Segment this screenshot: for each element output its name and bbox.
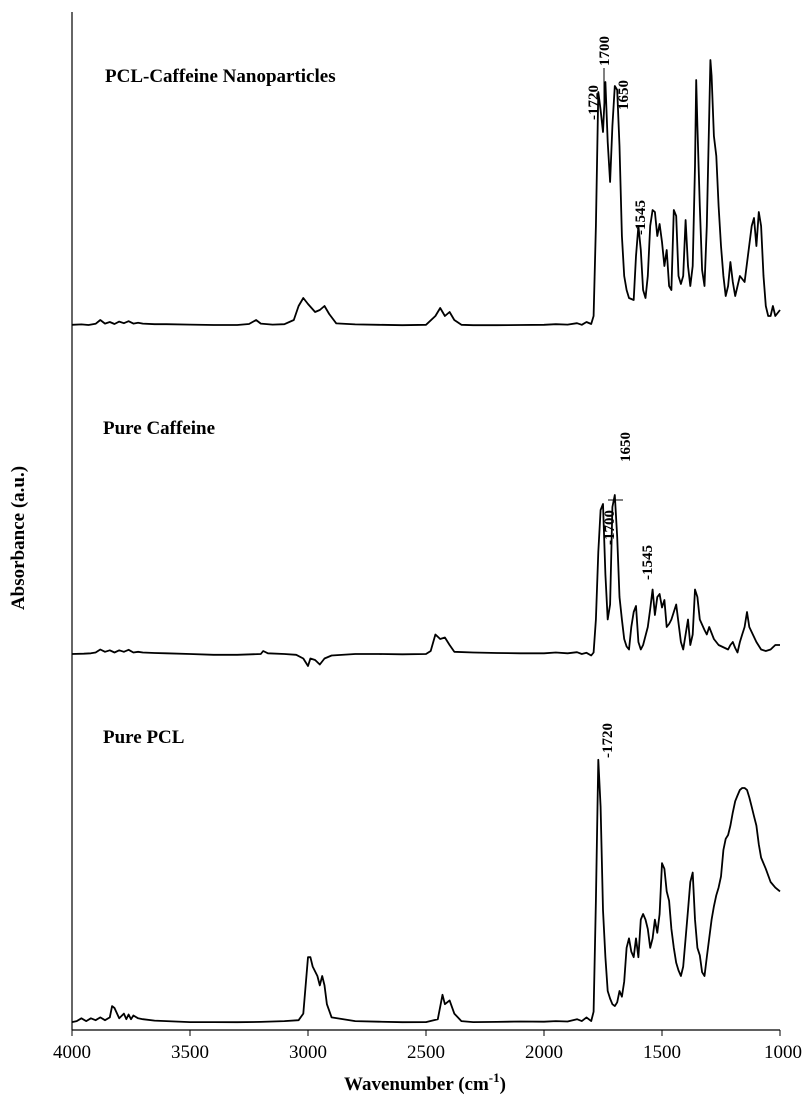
series-label-pure-caffeine: Pure Caffeine <box>103 418 215 439</box>
series-line-pure-pcl <box>71 758 781 1024</box>
peak-label-pcl-1720: -1720 <box>600 723 616 758</box>
peak-label-nano-1720: -1720 <box>586 85 602 120</box>
peak-label-nano-1650: 1650 <box>616 80 632 110</box>
x-tick-label-2000: 2000 <box>525 1042 563 1063</box>
x-tick-label-4000: 4000 <box>53 1042 91 1063</box>
x-tick-label-3000: 3000 <box>289 1042 327 1063</box>
peak-annotations: -1720 1700 1650 -1545 -1700 1650 -1545 -… <box>586 36 656 758</box>
x-axis-title-main: Wavenumber (cm <box>344 1074 489 1095</box>
peak-label-nano-1700: 1700 <box>597 36 613 66</box>
x-axis-title: Wavenumber (cm-1) <box>344 1070 506 1095</box>
x-axis-title-superscript: -1 <box>489 1070 500 1085</box>
x-tick-label-1000: 1000 <box>764 1042 802 1063</box>
series-line-pcl-caffeine-nanoparticles <box>71 59 781 327</box>
x-axis-ticks: 4000 3500 3000 2500 2000 1500 1000 <box>53 1030 802 1063</box>
x-tick-label-2500: 2500 <box>407 1042 445 1063</box>
x-tick-label-1500: 1500 <box>643 1042 681 1063</box>
peak-label-nano-1545: -1545 <box>633 200 649 235</box>
peak-label-caffeine-1700: -1700 <box>602 510 618 545</box>
series-label-pure-pcl: Pure PCL <box>103 727 184 748</box>
x-axis-title-end: ) <box>500 1074 506 1095</box>
series-line-pure-caffeine <box>71 494 780 667</box>
y-axis-title: Absorbance (a.u.) <box>8 466 29 610</box>
series-label-pcl-caffeine-nanoparticles: PCL-Caffeine Nanoparticles <box>105 66 336 87</box>
x-tick-label-3500: 3500 <box>171 1042 209 1063</box>
peak-label-caffeine-1545: -1545 <box>640 545 656 580</box>
peak-label-caffeine-1650: 1650 <box>618 432 634 462</box>
